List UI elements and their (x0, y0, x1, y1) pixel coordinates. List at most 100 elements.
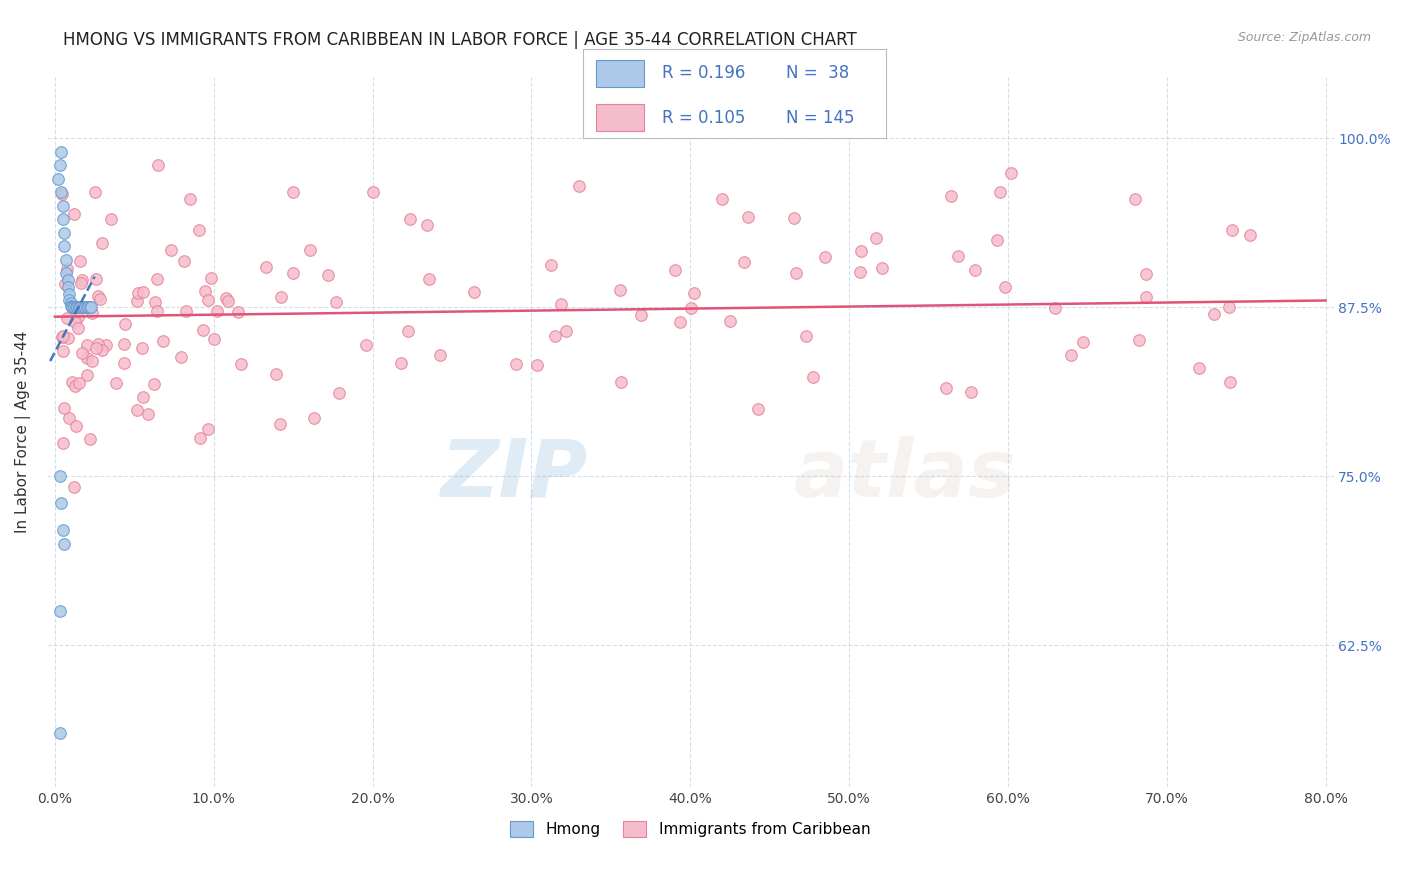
Point (58, 410, 80, 425)
Point (89, 293, 111, 307)
Point (399, 211, 422, 226)
Y-axis label: In Labor Force | Age 35-44: In Labor Force | Age 35-44 (15, 331, 31, 533)
Point (254, 260, 277, 274)
Text: ZIP: ZIP (440, 436, 588, 514)
Point (84, 272, 107, 286)
Point (146, 158, 169, 172)
Text: HMONG VS IMMIGRANTS FROM CARIBBEAN IN LABOR FORCE | AGE 35-44 CORRELATION CHART: HMONG VS IMMIGRANTS FROM CARIBBEAN IN LA… (63, 31, 858, 49)
Point (56, 273, 79, 287)
Point (302, 411, 325, 425)
Point (1218, 301, 1240, 315)
Point (59, 296, 82, 310)
Text: N =  38: N = 38 (786, 64, 849, 82)
Point (801, 370, 824, 384)
Point (48, 158, 70, 172)
Point (53, 277, 76, 292)
Point (941, 189, 963, 203)
Point (711, 192, 734, 206)
Point (138, 407, 160, 421)
Point (145, 304, 167, 318)
Point (132, 390, 155, 404)
Point (429, 348, 451, 362)
Point (179, 192, 201, 206)
Point (63, 300, 86, 314)
Point (132, 285, 155, 300)
Point (51, 145, 73, 159)
Point (53, 401, 76, 415)
Point (127, 285, 149, 300)
Point (104, 376, 127, 391)
Text: N = 145: N = 145 (786, 109, 855, 127)
Point (550, 297, 572, 311)
Point (125, 294, 148, 309)
Point (65, 419, 87, 434)
Point (60, 375, 83, 389)
Point (77, 300, 100, 314)
Point (679, 301, 702, 315)
Point (174, 304, 197, 318)
Point (1187, 361, 1209, 376)
Point (299, 243, 322, 257)
Point (668, 315, 690, 329)
Point (226, 305, 249, 319)
Point (52, 524, 75, 538)
Point (67, 376, 90, 391)
Point (849, 265, 872, 279)
Point (65, 300, 87, 314)
Point (354, 337, 377, 351)
Point (202, 332, 225, 346)
Point (396, 324, 419, 338)
Point (733, 255, 755, 269)
Point (935, 380, 957, 394)
Point (82, 354, 104, 368)
Point (58, 286, 80, 301)
Point (55, 267, 77, 281)
Point (191, 323, 214, 337)
Point (986, 233, 1008, 247)
Point (70, 273, 93, 287)
Point (76, 351, 98, 366)
Point (1135, 290, 1157, 304)
Point (82, 306, 104, 320)
Point (69, 300, 91, 314)
Point (53, 239, 76, 253)
Point (56, 280, 79, 294)
Point (463, 285, 485, 299)
Point (568, 178, 591, 193)
Point (52, 212, 75, 227)
Point (58, 331, 80, 345)
Point (145, 294, 167, 309)
Point (56, 262, 79, 277)
Point (67, 310, 90, 325)
Point (1135, 267, 1157, 281)
Text: R = 0.105: R = 0.105 (662, 109, 745, 127)
Point (328, 385, 350, 400)
Point (415, 219, 437, 233)
Point (90, 343, 112, 357)
Point (988, 186, 1011, 200)
Point (96, 338, 118, 352)
Point (361, 186, 384, 200)
Point (52, 329, 75, 343)
Point (269, 417, 291, 431)
Point (112, 356, 135, 370)
Point (785, 266, 807, 280)
Point (664, 263, 686, 277)
Point (197, 293, 219, 307)
Point (1071, 334, 1094, 349)
Point (610, 375, 633, 389)
Point (544, 329, 567, 343)
Point (67, 300, 90, 314)
Point (194, 284, 217, 298)
Point (69, 254, 91, 268)
Point (46, 171, 69, 186)
Point (53, 226, 76, 240)
Point (718, 313, 741, 327)
Point (946, 249, 969, 263)
Point (152, 334, 174, 348)
Point (737, 210, 759, 224)
Point (205, 304, 228, 318)
Point (60, 300, 83, 314)
Point (1220, 223, 1243, 237)
Point (160, 244, 183, 258)
